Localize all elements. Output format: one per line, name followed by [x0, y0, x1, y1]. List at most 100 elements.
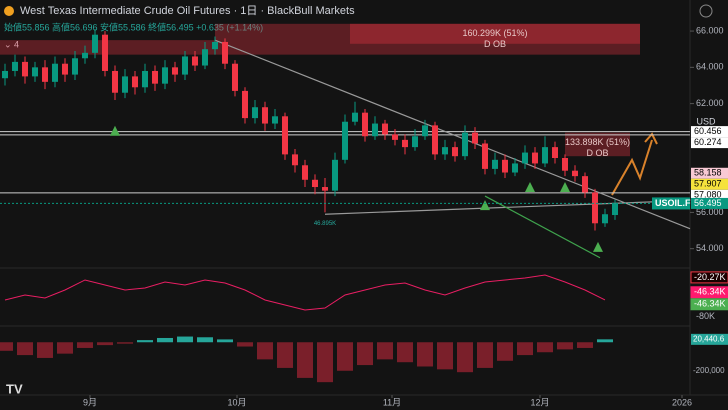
candle-body — [132, 76, 138, 88]
oscillator-label-box — [690, 271, 728, 284]
order-block — [350, 23, 640, 44]
candle-body — [152, 70, 158, 84]
candle-body — [442, 147, 448, 155]
candle-body — [502, 159, 508, 173]
candle-body — [322, 187, 328, 191]
candle-body — [252, 107, 258, 119]
histogram-bar — [17, 342, 33, 356]
candle-body — [172, 67, 178, 75]
price-label-box — [691, 137, 728, 149]
histogram-bar — [77, 342, 93, 348]
histogram-bar — [377, 342, 393, 360]
candle-body — [82, 52, 88, 59]
histogram-label-box — [691, 333, 728, 345]
histogram-bar — [0, 342, 13, 351]
x-tick-label: 10月 — [227, 397, 246, 407]
candle-body — [412, 136, 418, 148]
candle-body — [242, 90, 248, 119]
candle-body — [102, 34, 108, 71]
annotation: 46.895K — [314, 221, 336, 227]
candle-body — [582, 176, 588, 193]
oscillator-label: -46.34K — [694, 287, 726, 297]
candle-body — [232, 63, 238, 91]
histogram-bar — [97, 342, 113, 346]
ohlc-line: 始値55.856 高値56.696 安値55.586 終値56.495 +0.6… — [4, 21, 263, 32]
candle-body — [422, 125, 428, 137]
oscillator-label-box — [690, 298, 728, 311]
y-tick-label: 62.000 — [696, 98, 724, 108]
candle-body — [222, 41, 228, 64]
x-tick-label: 2026 — [672, 397, 692, 407]
indicator-toggle[interactable]: ⌄ — [4, 39, 12, 49]
candle-body — [42, 67, 48, 82]
oscillator-label: -46.34K — [694, 299, 726, 309]
oscillator-label-box — [690, 286, 728, 299]
y-tick-label: 66.000 — [696, 25, 724, 35]
x-tick-label: 12月 — [530, 397, 549, 407]
price-label: 57.080 — [694, 190, 722, 200]
price-label-box — [691, 126, 728, 138]
signal-marker — [593, 241, 603, 252]
symbol-box — [652, 197, 690, 210]
candle-body — [352, 112, 358, 122]
candle-body — [462, 132, 468, 157]
candle-body — [482, 143, 488, 169]
candle-body — [282, 116, 288, 155]
candle-body — [32, 67, 38, 77]
histogram-bar — [257, 342, 273, 360]
signal-marker — [525, 182, 535, 193]
candle-body — [452, 147, 458, 157]
histogram-bar — [417, 342, 433, 367]
histogram-bar — [57, 342, 73, 354]
histogram-bar — [117, 342, 133, 344]
candle-body — [512, 163, 518, 173]
candle-body — [122, 76, 128, 93]
candle-body — [162, 67, 168, 84]
candle-body — [2, 70, 8, 79]
price-label: 57.907 — [694, 179, 722, 189]
symbol-icon — [4, 6, 14, 16]
candle-body — [12, 61, 18, 71]
histogram-bar — [237, 342, 253, 347]
histogram-bar — [357, 342, 373, 366]
histogram-bar — [497, 342, 513, 361]
histogram-bar — [577, 342, 593, 348]
histogram-label: 20,440.6 — [693, 334, 725, 343]
histogram-bar — [217, 339, 233, 343]
order-block — [565, 132, 630, 157]
histogram-bar — [517, 342, 533, 356]
candle-body — [392, 134, 398, 140]
histogram-bar — [597, 339, 613, 343]
candle-body — [112, 70, 118, 93]
x-tick-label: 11月 — [383, 397, 401, 407]
signal-marker — [480, 200, 490, 211]
chart-title: West Texas Intermediate Crude Oil Future… — [20, 5, 355, 17]
histogram-bar — [277, 342, 293, 368]
histogram-bar — [437, 342, 453, 370]
candle-body — [212, 41, 218, 50]
histogram-bar — [337, 342, 353, 371]
y-tick-label: 54.000 — [696, 243, 724, 253]
histogram-bar — [397, 342, 413, 363]
candle-body — [332, 159, 338, 191]
histogram-tick-label: -200,000 — [693, 366, 725, 375]
x-tick-label: 9月 — [83, 397, 97, 407]
candle-body — [562, 158, 568, 171]
histogram-bar — [477, 342, 493, 368]
candle-body — [202, 49, 208, 66]
y-tick-label: 64.000 — [696, 62, 724, 72]
indicator-count[interactable]: 4 — [14, 39, 19, 49]
logo: TV — [6, 381, 23, 396]
histogram-bar — [557, 342, 573, 350]
candle-body — [472, 132, 478, 144]
candle-body — [382, 123, 388, 135]
candle-body — [62, 63, 68, 75]
trendline — [484, 195, 601, 259]
candle-body — [272, 116, 278, 124]
currency-label: USD — [696, 116, 716, 126]
price-label: 60.456 — [694, 126, 722, 136]
candle-body — [312, 179, 318, 188]
settings-icon[interactable] — [699, 4, 713, 18]
price-label-box — [691, 189, 728, 201]
